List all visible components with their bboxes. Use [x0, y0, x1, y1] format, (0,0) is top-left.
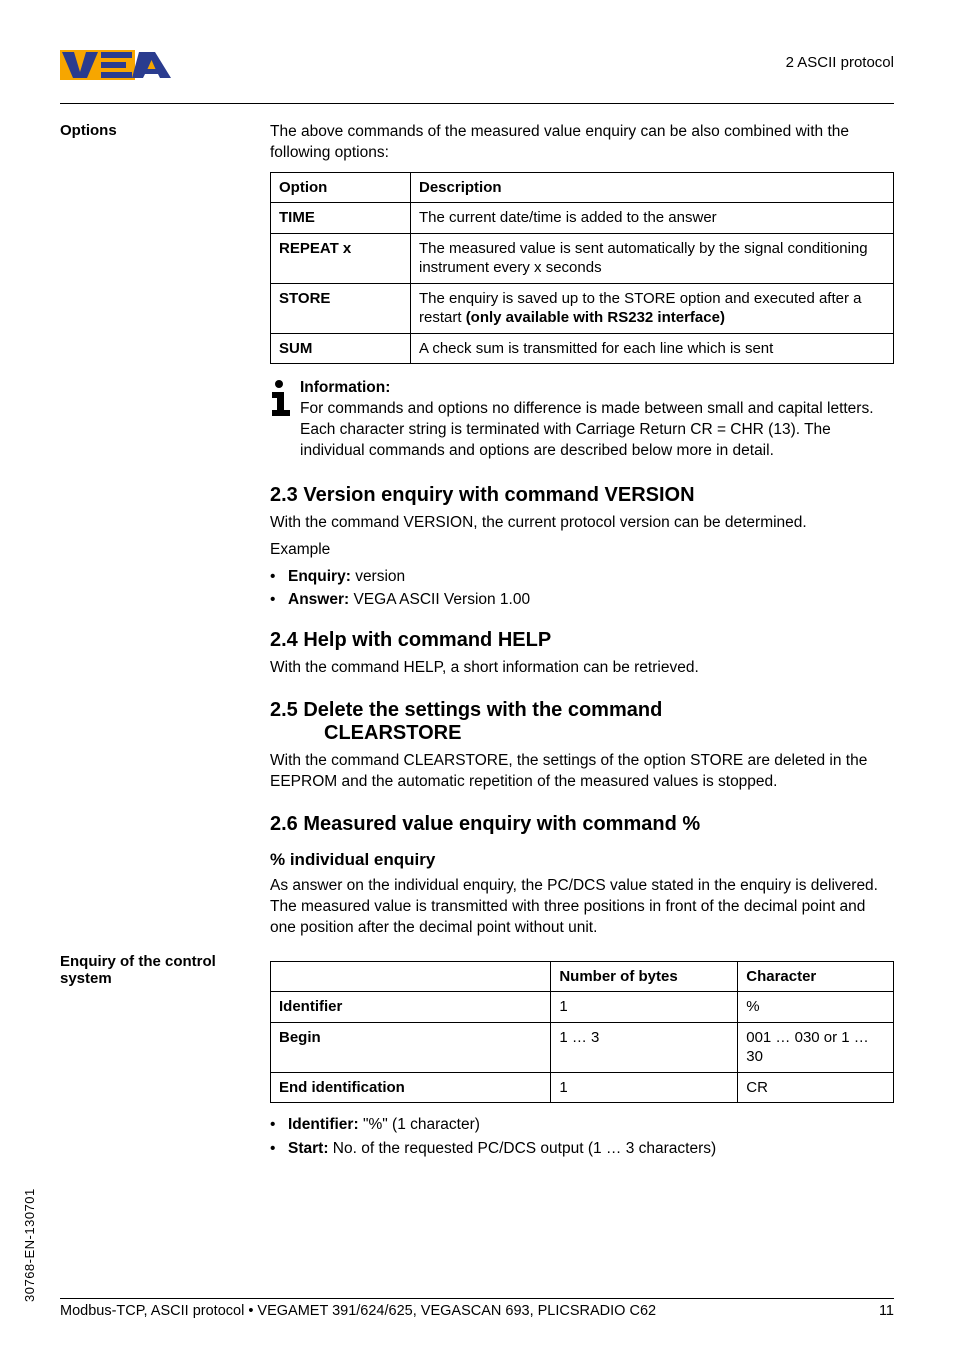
opt-store: STORE [271, 283, 411, 333]
s23-bullets: Enquiry: version Answer: VEGA ASCII Vers… [270, 565, 894, 612]
enquiry-label: Enquiry of the control system [60, 953, 270, 987]
opt-repeat: REPEAT x [271, 233, 411, 283]
vega-logo-svg [60, 50, 180, 92]
enquiry-section: Enquiry of the control system Number of … [60, 953, 894, 1160]
header-section-title: 2 ASCII protocol [786, 50, 894, 71]
opt-sum: SUM [271, 333, 411, 364]
enq-th-blank [271, 961, 551, 992]
options-label: Options [60, 122, 270, 139]
s24-title: 2.4 Help with command HELP [270, 629, 894, 652]
opt-time-desc: The current date/time is added to the an… [411, 203, 894, 234]
info-text: Information: For commands and options no… [300, 378, 894, 462]
page-footer: Modbus-TCP, ASCII protocol • VEGAMET 391… [60, 1298, 894, 1319]
info-icon [270, 378, 300, 423]
enq-r3-c2: 1 [551, 1072, 738, 1103]
page-header: 2 ASCII protocol [60, 50, 894, 97]
options-th-option: Option [271, 172, 411, 203]
enq-r1-c1: Identifier [271, 992, 551, 1023]
s26-subtitle: % individual enquiry [270, 850, 894, 870]
opt-sum-desc: A check sum is transmitted for each line… [411, 333, 894, 364]
enq-th-bytes: Number of bytes [551, 961, 738, 992]
enq-b1: Identifier: "%" (1 character) [270, 1113, 894, 1136]
opt-store-desc: The enquiry is saved up to the STORE opt… [411, 283, 894, 333]
options-th-desc: Description [411, 172, 894, 203]
options-section: Options The above commands of the measur… [60, 122, 894, 374]
s24-body: With the command HELP, a short informati… [270, 658, 894, 679]
enq-th-char: Character [738, 961, 894, 992]
enq-r2-c3: 001 … 030 or 1 … 30 [738, 1022, 894, 1072]
section-2-4: 2.4 Help with command HELP With the comm… [60, 625, 894, 695]
enquiry-bullets: Identifier: "%" (1 character) Start: No.… [270, 1113, 894, 1160]
opt-repeat-desc: The measured value is sent automatically… [411, 233, 894, 283]
s25-title: 2.5 Delete the settings with the command… [270, 699, 894, 745]
enq-r1-c3: % [738, 992, 894, 1023]
enquiry-table: Number of bytes Character Identifier 1 %… [270, 961, 894, 1104]
enq-r1-c2: 1 [551, 992, 738, 1023]
enq-b2: Start: No. of the requested PC/DCS outpu… [270, 1137, 894, 1160]
s23-b2: Answer: VEGA ASCII Version 1.00 [270, 588, 894, 611]
header-divider [60, 103, 894, 104]
s23-title: 2.3 Version enquiry with command VERSION [270, 484, 894, 507]
section-2-5: 2.5 Delete the settings with the command… [60, 695, 894, 809]
s25-body: With the command CLEARSTORE, the setting… [270, 751, 894, 793]
footer-page-number: 11 [879, 1303, 894, 1319]
enq-r2-c2: 1 … 3 [551, 1022, 738, 1072]
enq-r3-c1: End identification [271, 1072, 551, 1103]
s23-example: Example [270, 540, 894, 561]
opt-time: TIME [271, 203, 411, 234]
info-section: Information: For commands and options no… [60, 378, 894, 480]
options-intro: The above commands of the measured value… [270, 122, 894, 164]
enq-r3-c3: CR [738, 1072, 894, 1103]
enq-r2-c1: Begin [271, 1022, 551, 1072]
s26-body: As answer on the individual enquiry, the… [270, 876, 894, 939]
s26-title: 2.6 Measured value enquiry with command … [270, 813, 894, 836]
footer-left: Modbus-TCP, ASCII protocol • VEGAMET 391… [60, 1303, 656, 1319]
vega-logo [60, 50, 180, 97]
s23-b1: Enquiry: version [270, 565, 894, 588]
s23-body: With the command VERSION, the current pr… [270, 513, 894, 534]
section-2-6: 2.6 Measured value enquiry with command … [60, 809, 894, 953]
options-table: Option Description TIME The current date… [270, 172, 894, 365]
document-code: 30768-EN-130701 [22, 1188, 37, 1302]
section-2-3: 2.3 Version enquiry with command VERSION… [60, 480, 894, 625]
